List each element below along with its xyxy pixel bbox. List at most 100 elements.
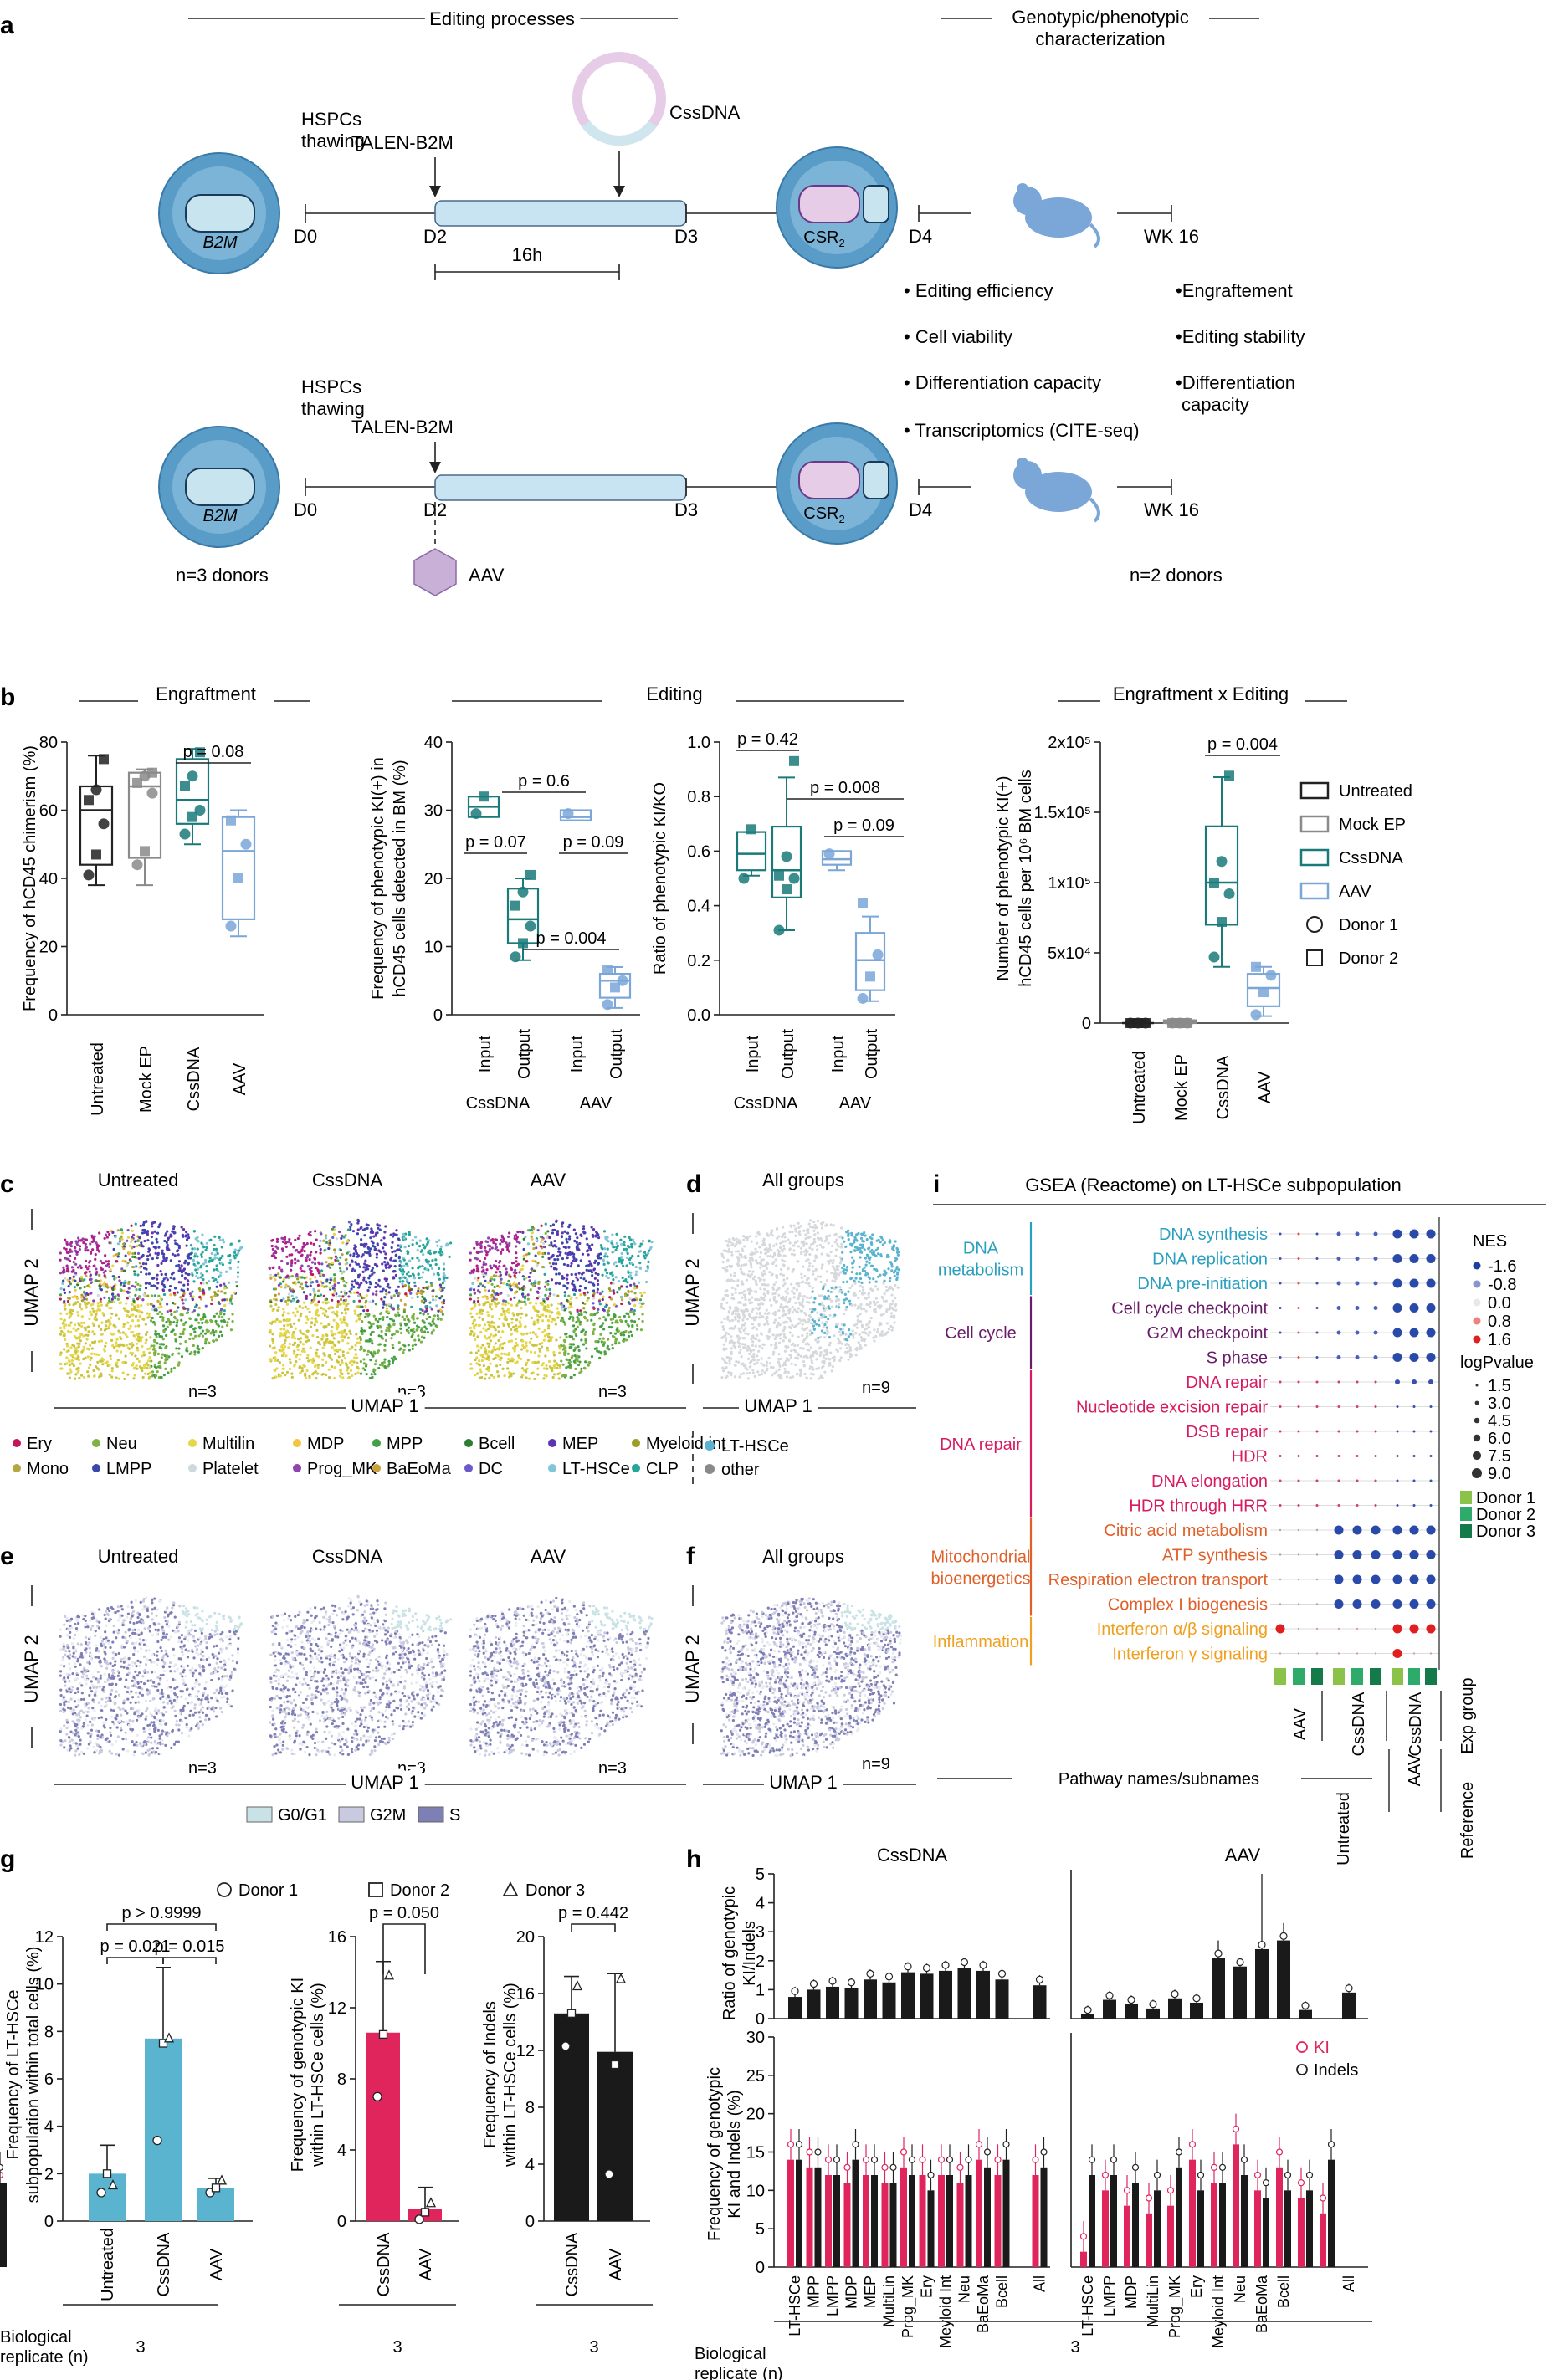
point-b1: [146, 787, 158, 799]
g1-p1-pvalue: p = 0.021: [100, 1937, 171, 1956]
b3-xtick: Input: [744, 1035, 762, 1072]
c-legend-label: MEP: [562, 1435, 598, 1453]
gsea-dot: [1315, 1380, 1319, 1384]
point-b1: [91, 849, 101, 860]
bar-h-indels: [871, 2175, 878, 2267]
gsea-dot: [1279, 1578, 1282, 1581]
b2-xtick: Output: [515, 1029, 534, 1079]
gsea-dot: [1279, 1528, 1282, 1532]
gsea-dot: [1336, 1257, 1341, 1261]
bar-h-indels: [796, 2159, 802, 2267]
bar-h-ki: [919, 2175, 926, 2267]
chart-b2: 0 10 20 30 40 Frequency of phenotypic KI(+) i…: [369, 734, 640, 1113]
bar-h-ki: [994, 2175, 1002, 2267]
panel-g-charts: 0 2 4 6 8 10 12 Untreated CssDNA AAV Frequency of …: [4, 1904, 650, 2301]
h-legend-ki: KI: [1314, 2039, 1330, 2057]
bio-n-h: 3: [1070, 2338, 1079, 2357]
bar-h-indels: [1176, 2167, 1182, 2267]
point-b3: [858, 898, 868, 908]
umap-f-xlabel: UMAP 1: [769, 1772, 838, 1793]
logp-swatch: [1472, 1451, 1482, 1461]
gsea-dot: [1352, 1599, 1362, 1609]
c-legend-dot: [92, 1439, 100, 1447]
umap-e-xlabel: UMAP 1: [351, 1772, 419, 1793]
point-b4: [1125, 1018, 1135, 1028]
point-b2: [517, 886, 529, 898]
box-b3-3: [854, 898, 886, 1004]
gsea-dot: [1279, 1282, 1282, 1285]
umap-e-ylabel: UMAP 2: [21, 1635, 42, 1703]
nes-value: 0.0: [1488, 1294, 1511, 1313]
panel-g-legend: Donor 1 Donor 2 Donor 3: [217, 1881, 585, 1900]
bar-h-ki: [956, 2183, 964, 2267]
logp-swatch: [1472, 1468, 1482, 1478]
panel-e-legend: G0/G1 G2M S: [246, 1806, 460, 1825]
chart-g1: 0 2 4 6 8 10 12 Untreated CssDNA AAV Frequency of …: [4, 1904, 253, 2301]
gsea-dot: [1392, 1229, 1402, 1239]
h-xtick-aav: Prog_MK: [1166, 2275, 1184, 2338]
panel-g: Donor 1 Donor 2 Donor 3 0 2 4 6 8 10 12 Untreat…: [0, 1881, 653, 2367]
cssdna-label: CssDNA: [669, 102, 741, 123]
umap-e-title: CssDNA: [312, 1546, 383, 1567]
point-b4: [1167, 1018, 1177, 1028]
c-legend-label: Platelet: [202, 1460, 259, 1478]
umap-c-n: n=3: [188, 1383, 217, 1401]
gsea-pathway-label: Cell cycle checkpoint: [1111, 1300, 1268, 1318]
svg-text:D0: D0: [294, 499, 317, 520]
h-xtick-aav: Bcell: [1275, 2275, 1292, 2308]
gsea-ref-untreated: Untreated: [1335, 1792, 1353, 1866]
gsea-pathway-label: Nucleotide excision repair: [1076, 1399, 1268, 1417]
c-legend-dot: [372, 1439, 381, 1447]
gsea-pathway-label: Complex I biogenesis: [1108, 1596, 1268, 1615]
gsea-dot: [1429, 1405, 1433, 1408]
b4-xtick: AAV: [1256, 1071, 1274, 1103]
h-ratio-cssdna-axis: 0 1 2 3 4 5: [756, 1866, 775, 2029]
gsea-category-label: metabolism: [938, 1262, 1023, 1280]
gsea-dot: [1337, 1479, 1340, 1482]
panel-letter-g: g: [0, 1845, 15, 1873]
b1-ytick: 60: [39, 802, 58, 821]
nes-swatch: [1473, 1280, 1481, 1288]
bar-g1: [89, 2173, 126, 2221]
b3-p1-pvalue: p = 0.42: [737, 730, 798, 749]
donor-label: Donor 2: [1476, 1506, 1535, 1524]
bar-h-ratio-aav: [1212, 1958, 1225, 2019]
umap-c-xlabel: UMAP 1: [351, 1395, 419, 1416]
gsea-dot: [1297, 1282, 1300, 1285]
gsea-dot: [1315, 1405, 1319, 1408]
gsea-dot: [1392, 1353, 1402, 1362]
gsea-donor-tile: [1425, 1668, 1437, 1685]
bar-g1: [145, 2038, 182, 2221]
bar-h-ki: [938, 2175, 945, 2267]
gsea-dot: [1315, 1652, 1319, 1655]
b2-ytick: 10: [424, 939, 443, 957]
g3-ylabel-1: Frequency of Indels: [481, 2001, 500, 2148]
h-ratio-cssdna-axis-ytick: 1: [756, 1981, 765, 1999]
cell-csr-bottom: CSR2: [776, 422, 898, 545]
c-legend-label: DC: [479, 1460, 503, 1478]
point-b1: [233, 873, 243, 883]
gsea-dot: [1392, 1254, 1402, 1263]
panel-d-legend: LT-HSCe other: [692, 1431, 789, 1485]
b1-xtick: Untreated: [89, 1042, 107, 1116]
svg-text:thawing: thawing: [301, 398, 365, 419]
bio-replicate-h1: Biological: [695, 2345, 766, 2363]
point-b1: [147, 767, 157, 778]
b2-p2-pvalue: p = 0.07: [465, 833, 526, 852]
gsea-pathway-label: DNA repair: [1186, 1374, 1268, 1392]
c-legend-label: Mono: [27, 1460, 69, 1478]
gsea-dot: [1392, 1525, 1402, 1535]
h-xtick-cssdna: Neu: [956, 2275, 973, 2303]
gsea-exp-group-label: CssDNA: [1407, 1692, 1425, 1756]
b1-ytick: 20: [39, 939, 58, 957]
svg-text:D4: D4: [909, 499, 932, 520]
gsea-dot: [1336, 1330, 1341, 1335]
b3-group-aav: AAV: [839, 1094, 872, 1113]
bar-h-indels: [1197, 2190, 1204, 2267]
legend-other: other: [721, 1461, 760, 1479]
g1-p2-bracket: [106, 1923, 217, 1931]
gsea-dot: [1315, 1479, 1319, 1482]
b4-ylabel-1: Number of phenotypic KI(+): [994, 775, 1012, 980]
c-legend-dot: [293, 1439, 301, 1447]
h-ratio-cssdna-axis-ytick: 0: [756, 2010, 765, 2029]
